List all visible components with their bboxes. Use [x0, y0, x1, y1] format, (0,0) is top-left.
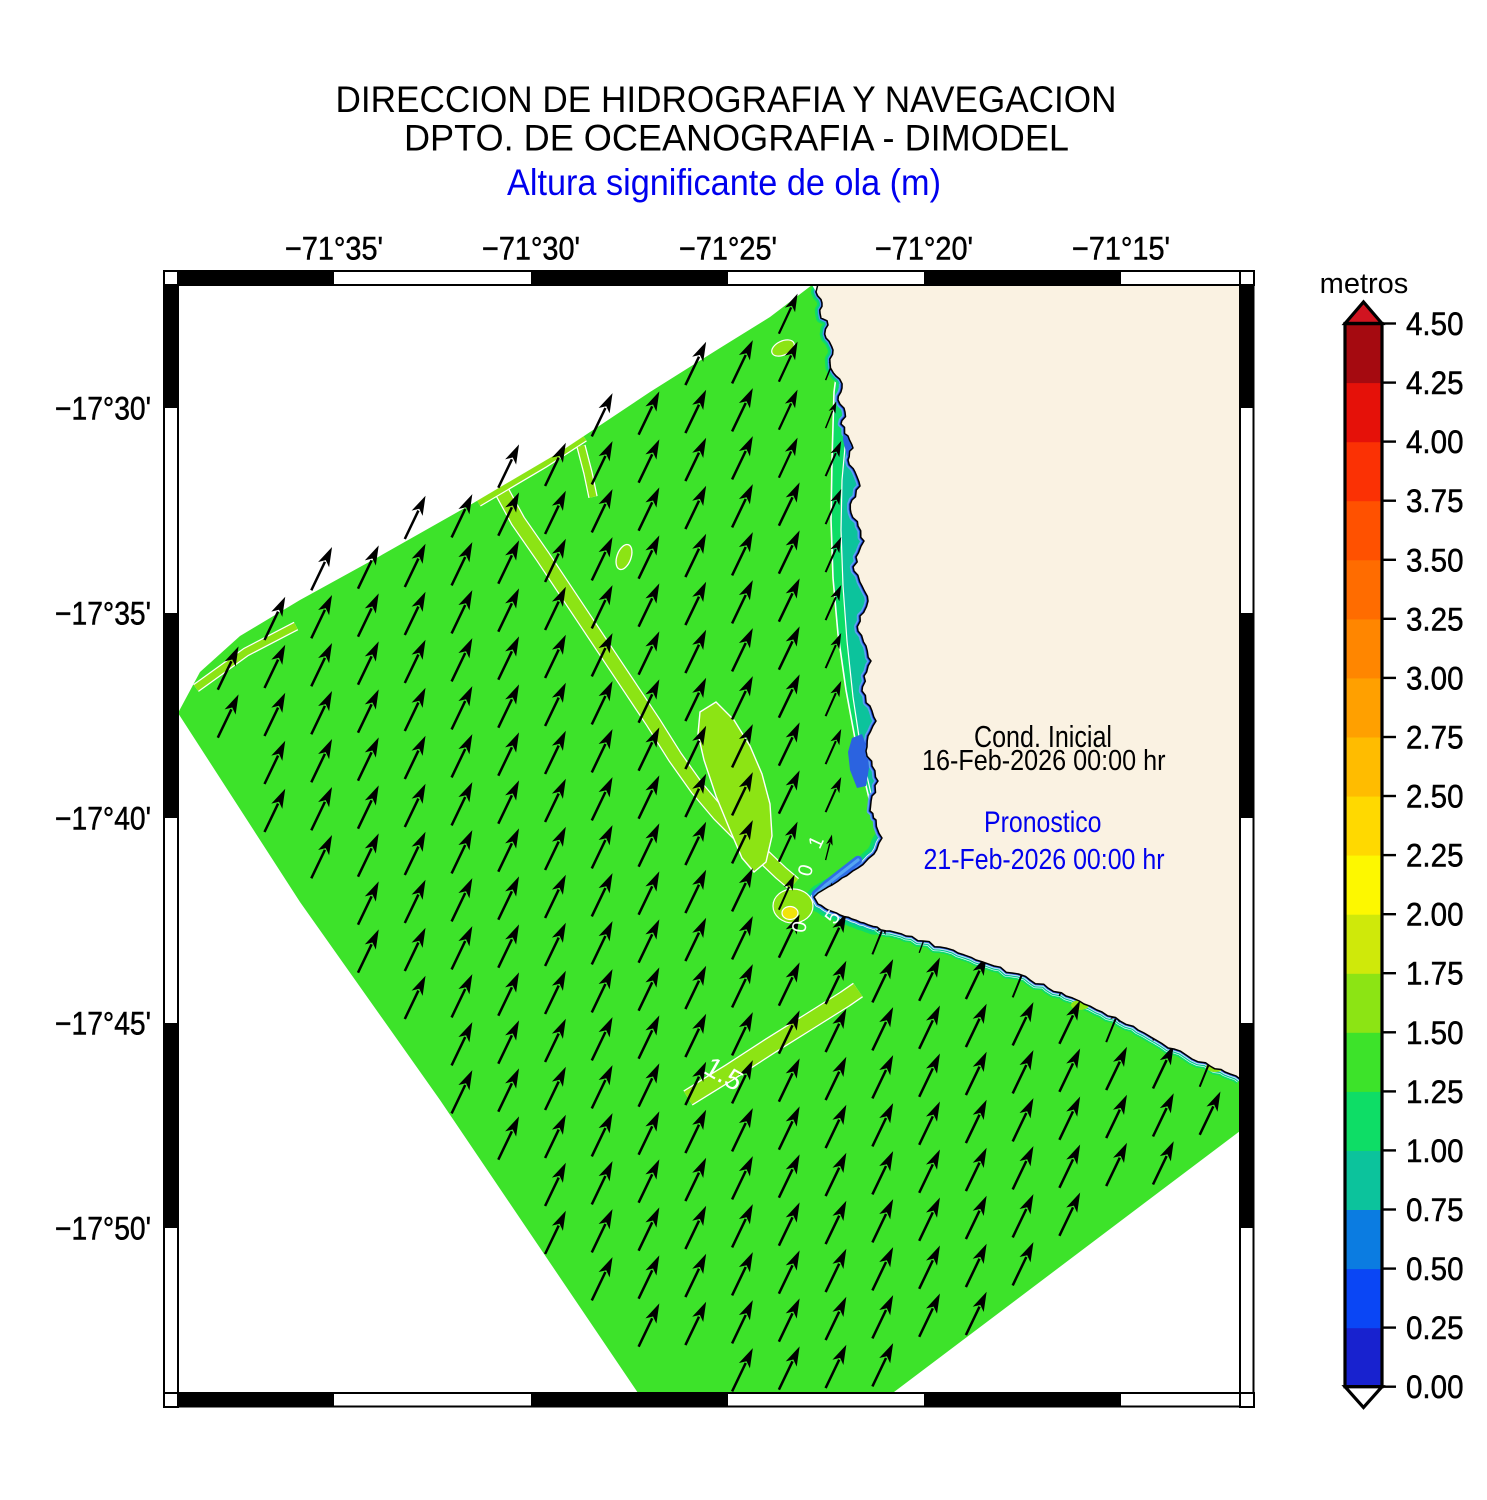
svg-text:−17°50': −17°50' [55, 1211, 151, 1247]
svg-text:0: 0 [788, 920, 812, 935]
svg-text:Altura significante de ola (m): Altura significante de ola (m) [507, 162, 941, 203]
svg-text:0.50: 0.50 [1406, 1251, 1464, 1287]
svg-text:4.50: 4.50 [1406, 306, 1464, 342]
svg-text:−17°40': −17°40' [55, 801, 151, 837]
svg-text:DPTO. DE OCEANOGRAFIA - DIMODE: DPTO. DE OCEANOGRAFIA - DIMODEL [404, 118, 1069, 159]
svg-text:2.25: 2.25 [1406, 838, 1464, 874]
svg-text:3.50: 3.50 [1406, 542, 1464, 578]
svg-text:0.25: 0.25 [1406, 1310, 1464, 1346]
svg-text:0.00: 0.00 [1406, 1369, 1464, 1405]
svg-text:2.00: 2.00 [1406, 897, 1464, 933]
svg-text:1.75: 1.75 [1406, 956, 1464, 992]
svg-text:−71°20': −71°20' [875, 231, 973, 267]
svg-text:4.25: 4.25 [1406, 365, 1464, 401]
svg-text:16-Feb-2026 00:00 hr: 16-Feb-2026 00:00 hr [922, 745, 1166, 777]
svg-text:−71°30': −71°30' [482, 231, 580, 267]
svg-text:1.00: 1.00 [1406, 1133, 1464, 1169]
svg-text:−17°30': −17°30' [55, 391, 151, 427]
svg-text:Cond. Inicial: Cond. Inicial [974, 720, 1112, 754]
svg-text:−71°35': −71°35' [285, 231, 383, 267]
svg-text:−71°15': −71°15' [1072, 231, 1170, 267]
svg-text:1.50: 1.50 [1406, 1015, 1464, 1051]
svg-text:2.50: 2.50 [1406, 779, 1464, 815]
svg-text:21-Feb-2026 00:00 hr: 21-Feb-2026 00:00 hr [924, 844, 1165, 876]
svg-text:−17°45': −17°45' [55, 1006, 151, 1042]
svg-text:0.75: 0.75 [1406, 1192, 1464, 1228]
svg-text:4.00: 4.00 [1406, 424, 1464, 460]
svg-text:−71°25': −71°25' [679, 231, 777, 267]
svg-text:Pronostico: Pronostico [984, 806, 1102, 839]
svg-text:metros: metros [1320, 268, 1409, 300]
svg-text:3.00: 3.00 [1406, 660, 1464, 696]
svg-text:2.75: 2.75 [1406, 720, 1464, 756]
svg-text:−17°35': −17°35' [55, 596, 151, 632]
svg-text:DIRECCION DE HIDROGRAFIA Y NAV: DIRECCION DE HIDROGRAFIA Y NAVEGACION [336, 79, 1117, 120]
svg-text:3.75: 3.75 [1406, 483, 1464, 519]
svg-text:1.25: 1.25 [1406, 1074, 1464, 1110]
svg-text:0: 0 [794, 862, 818, 878]
svg-text:3.25: 3.25 [1406, 601, 1464, 637]
